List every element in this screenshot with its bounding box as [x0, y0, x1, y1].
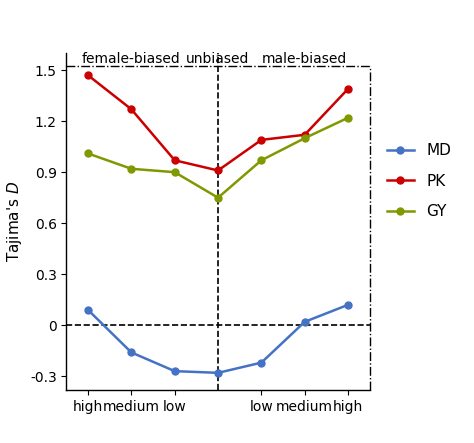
- Legend: MD, PK, GY: MD, PK, GY: [381, 137, 457, 225]
- Text: unbiased: unbiased: [186, 52, 250, 66]
- Text: male-biased: male-biased: [262, 52, 347, 66]
- Y-axis label: Tajima's $D$: Tajima's $D$: [5, 181, 24, 262]
- Text: female-biased: female-biased: [82, 52, 181, 66]
